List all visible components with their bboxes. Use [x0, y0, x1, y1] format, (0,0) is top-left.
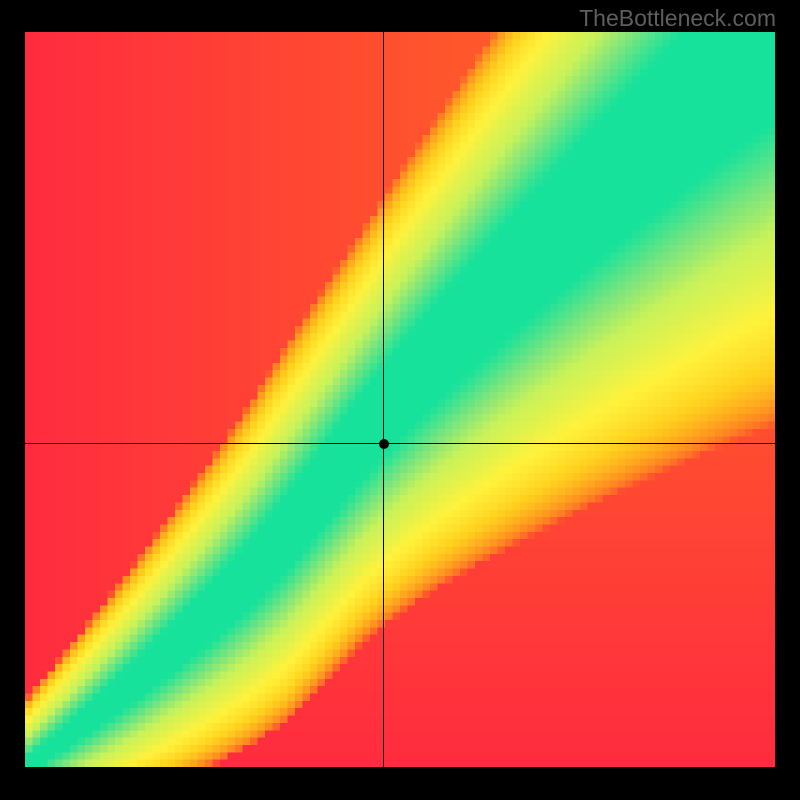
heatmap-canvas — [25, 32, 775, 767]
watermark-text: TheBottleneck.com — [579, 5, 776, 32]
horizontal-axis-line — [25, 443, 775, 444]
vertical-axis-line — [383, 32, 384, 767]
chart-container: TheBottleneck.com — [0, 0, 800, 800]
marker-dot — [379, 439, 389, 449]
